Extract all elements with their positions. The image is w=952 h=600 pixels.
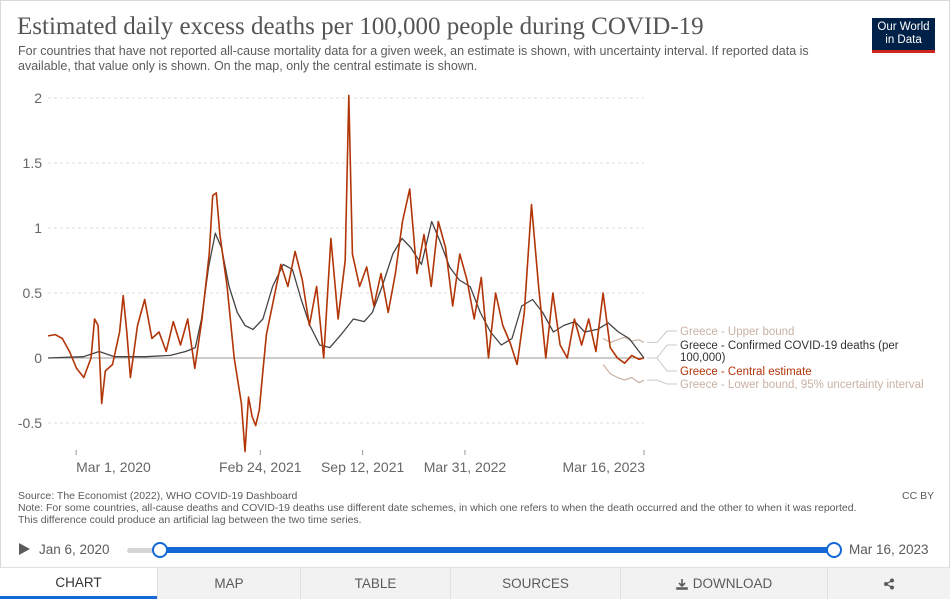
legend-label: Greece - Confirmed COVID-19 deaths (per xyxy=(680,340,899,352)
tab-chart-label: CHART xyxy=(55,574,102,590)
timeline: Jan 6, 2020 Mar 16, 2023 xyxy=(0,535,952,565)
x-tick-label: Feb 24, 2021 xyxy=(219,459,302,475)
x-tick-label: Mar 31, 2022 xyxy=(424,459,507,475)
y-tick-label: 1 xyxy=(34,220,42,236)
x-tick-label: Mar 16, 2023 xyxy=(563,459,646,475)
y-tick-label: 2 xyxy=(34,90,42,106)
tab-download[interactable]: DOWNLOAD xyxy=(620,568,827,599)
license-link[interactable]: CC BY xyxy=(902,490,935,502)
download-icon xyxy=(675,578,688,590)
chart-subtitle: For countries that have not reported all… xyxy=(18,44,809,73)
tab-bar: CHART MAP TABLE SOURCES DOWNLOAD xyxy=(0,567,950,599)
timeline-start-label: Jan 6, 2020 xyxy=(39,542,110,557)
source-text: Source: The Economist (2022), WHO COVID-… xyxy=(18,490,298,502)
legend-connector xyxy=(647,357,677,372)
legend-label: Greece - Lower bound, 95% uncertainty in… xyxy=(680,379,924,391)
y-tick-label: 0.5 xyxy=(23,285,43,301)
y-tick-label: -0.5 xyxy=(18,415,42,431)
timeline-end-handle[interactable] xyxy=(826,542,842,558)
x-axis-ticks: Mar 1, 2020 Feb 24, 2021 Sep 12, 2021 Mar 3… xyxy=(75,450,646,475)
tab-download-label: DOWNLOAD xyxy=(692,576,773,591)
y-tick-label: 0 xyxy=(34,350,42,366)
tab-chart[interactable]: CHART xyxy=(0,568,157,599)
logo-line-2: in Data xyxy=(885,34,922,46)
line-chart: 2 1.5 1 0.5 0 -0.5 Mar 1, 2020 Feb 24, 2021 Sep… xyxy=(18,90,924,475)
logo-bar xyxy=(872,50,935,53)
y-tick-label: 1.5 xyxy=(23,155,43,171)
chart-title: Estimated daily excess deaths per 100,00… xyxy=(17,13,704,40)
timeline-selected-range xyxy=(160,547,834,553)
tab-map[interactable]: MAP xyxy=(157,568,300,599)
legend-label: Greece - Upper bound xyxy=(680,326,794,338)
timeline-end-label: Mar 16, 2023 xyxy=(849,542,929,557)
legend-connector xyxy=(647,330,677,343)
logo-line-1: Our World xyxy=(877,21,930,33)
y-axis-ticks: 2 1.5 1 0.5 0 -0.5 xyxy=(18,90,42,431)
tab-sources[interactable]: SOURCES xyxy=(450,568,620,599)
series-line-greece-lower-bound-95-uncertainty-interval xyxy=(602,364,645,384)
play-icon[interactable] xyxy=(19,543,30,555)
chart-legend: Greece - Upper bound Greece - Confirmed C… xyxy=(647,326,924,391)
chart-gridlines xyxy=(48,97,644,424)
chart-series-lines xyxy=(47,94,645,453)
legend-label: 100,000) xyxy=(680,352,726,364)
share-button[interactable] xyxy=(827,568,950,599)
tab-sources-label: SOURCES xyxy=(502,576,569,591)
x-tick-label: Mar 1, 2020 xyxy=(76,459,151,475)
tab-table-label: TABLE xyxy=(354,576,397,591)
note-text-2: This difference could produce an artific… xyxy=(18,514,362,526)
legend-connector xyxy=(647,379,677,385)
tab-table[interactable]: TABLE xyxy=(300,568,450,599)
timeline-start-handle[interactable] xyxy=(152,542,168,558)
x-tick-label: Sep 12, 2021 xyxy=(321,459,405,475)
legend-connector xyxy=(647,344,677,359)
series-line-greece-central-estimate xyxy=(47,94,645,453)
owid-logo[interactable]: Our World in Data xyxy=(872,18,935,53)
legend-label: Greece - Central estimate xyxy=(680,366,812,378)
tab-map-label: MAP xyxy=(214,576,244,591)
note-text-1: Note: For some countries, all-cause deat… xyxy=(18,502,857,514)
share-icon xyxy=(884,578,894,589)
